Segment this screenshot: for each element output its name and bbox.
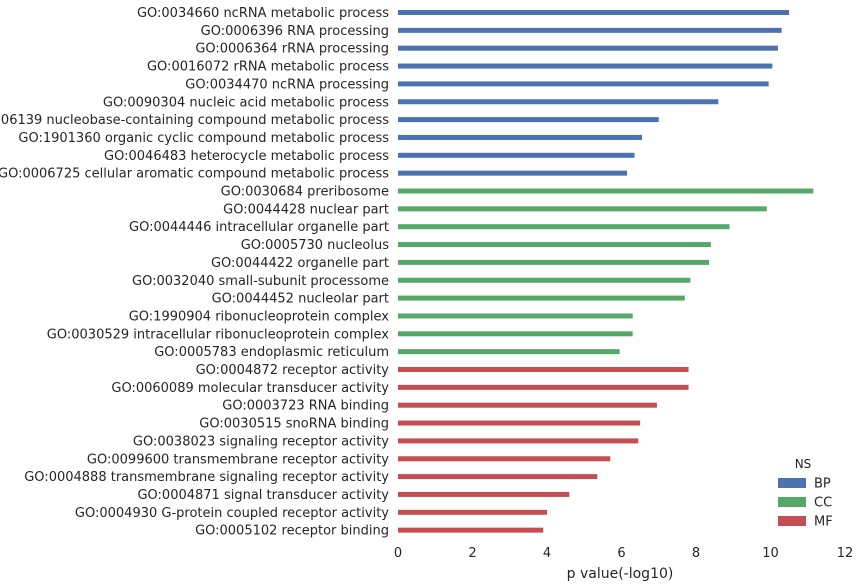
bar-mf [398,420,641,426]
category-label: GO:0032040 small-subunit processome [132,274,389,289]
category-label: GO:0006364 rRNA processing [195,42,389,57]
category-label: GO:0004930 G-protein coupled receptor ac… [75,506,389,521]
bar-cc [398,349,620,355]
bar-mf [398,402,657,408]
category-label: GO:0030529 intracellular ribonucleoprote… [47,327,390,342]
bar-mf [398,456,611,462]
bar-cc [398,331,633,337]
bar-cc [398,313,633,319]
category-label: GO:0006139 nucleobase-containing compoun… [0,113,389,128]
category-label: GO:0004871 signal transducer activity [137,488,389,503]
category-label: GO:0004872 receptor activity [196,363,390,378]
bar-mf [398,474,598,480]
category-label: GO:0006396 RNA processing [201,24,389,39]
x-tick-label: 10 [762,546,779,561]
bar-bp [398,81,769,87]
legend-label-cc: CC [814,496,832,511]
x-tick-label: 4 [543,546,551,561]
category-label: GO:0044422 organelle part [211,256,389,271]
legend-label-bp: BP [814,477,831,492]
category-labels: GO:0034660 ncRNA metabolic process GO:000… [0,6,389,539]
category-label: GO:0044452 nucleolar part [212,292,389,307]
bar-cc [398,188,814,194]
category-label: GO:0034660 ncRNA metabolic process [137,6,389,21]
x-tick-label: 8 [692,546,700,561]
category-label: GO:1990904 ribonucleoprotein complex [129,309,390,324]
bar-mf [398,491,570,497]
x-axis-ticks: 0 2 4 6 8 10 12 [394,546,853,561]
bar-cc [398,224,730,230]
bar-bp [398,99,719,105]
category-label: GO:1901360 organic cyclic compound metab… [18,131,389,146]
x-tick-label: 0 [394,546,402,561]
category-label: GO:0038023 signaling receptor activity [133,434,389,449]
category-label: GO:0044428 nuclear part [223,202,389,217]
legend-swatch-bp [778,478,806,488]
category-label: GO:0005783 endoplasmic reticulum [154,345,389,360]
bar-mf [398,527,544,533]
category-label: GO:0060089 molecular transducer activity [111,381,389,396]
bar-cc [398,206,767,212]
bar-bp [398,117,659,123]
x-tick-label: 2 [468,546,476,561]
legend: NS BP CC MF [778,457,833,530]
category-label: GO:0030515 snoRNA binding [199,417,389,432]
legend-swatch-cc [778,497,806,507]
bar-cc [398,242,711,248]
legend-title: NS [795,457,812,471]
bar-bp [398,170,628,176]
bar-bp [398,63,773,69]
bar-bp [398,45,778,51]
bar-bp [398,152,635,158]
bar-cc [398,295,685,301]
x-tick-label: 12 [837,546,854,561]
category-label: GO:0005730 nucleolus [241,238,390,253]
category-label: GO:0099600 transmembrane receptor activi… [87,452,389,467]
bar-mf [398,438,639,444]
category-label: GO:0005102 receptor binding [195,524,389,539]
bar-cc [398,277,691,283]
category-label: GO:0016072 rRNA metabolic process [147,60,389,75]
bar-cc [398,259,710,265]
category-label: GO:0090304 nucleic acid metabolic proces… [103,95,389,110]
legend-items: BP CC MF [778,477,833,530]
bars-layer [398,10,814,533]
bar-mf [398,384,689,390]
category-label: GO:0046483 heterocycle metabolic process [104,149,389,164]
legend-swatch-mf [778,516,806,526]
bar-mf [398,367,689,372]
bar-bp [398,134,642,140]
bar-bp [398,27,782,33]
category-label: GO:0006725 cellular aromatic compound me… [0,167,389,182]
category-label: GO:0004888 transmembrane signaling recep… [24,470,389,485]
legend-label-mf: MF [814,515,833,530]
bar-mf [398,509,547,515]
category-label: GO:0044446 intracellular organelle part [129,220,389,235]
category-label: GO:0030684 preribosome [221,185,389,200]
x-tick-label: 6 [617,546,625,561]
category-label: GO:0034470 ncRNA processing [185,77,389,92]
x-axis-title: p value(-log10) [567,566,674,582]
bar-bp [398,10,790,15]
category-label: GO:0003723 RNA binding [222,399,389,414]
